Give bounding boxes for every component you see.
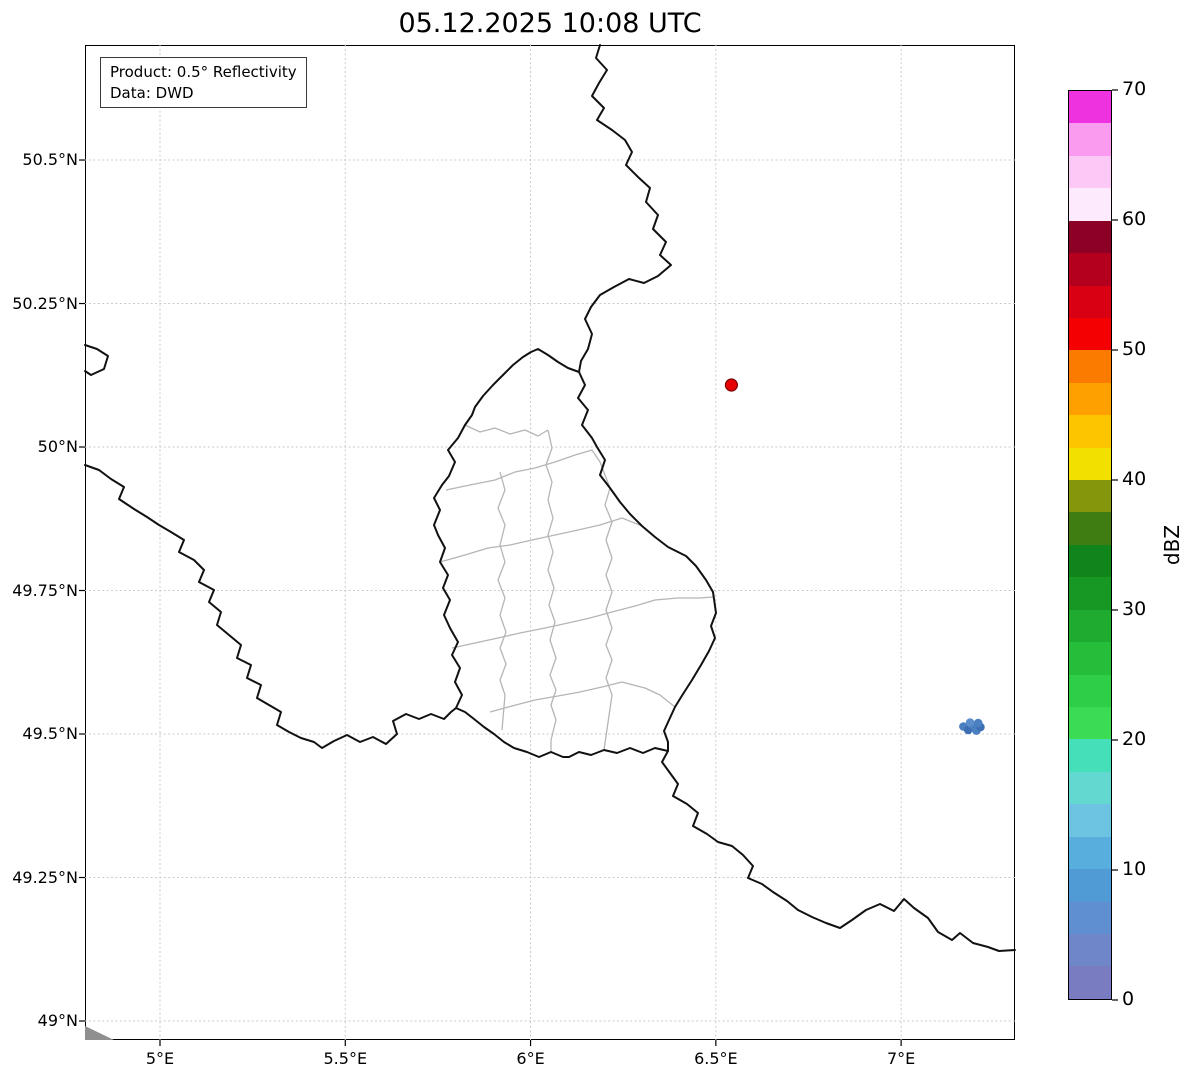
colorbar-tick-label: 40 bbox=[1122, 468, 1147, 490]
x-tick-label: 5°E bbox=[145, 1049, 175, 1068]
colorbar-segment bbox=[1069, 285, 1111, 318]
y-tick-label: 50.5°N bbox=[22, 150, 78, 170]
colorbar-segment bbox=[1069, 577, 1111, 610]
map-edge-patch bbox=[85, 1026, 114, 1040]
colorbar-segment bbox=[1069, 317, 1111, 351]
product-info-line1: Product: 0.5° Reflectivity bbox=[110, 63, 297, 81]
colorbar-segment bbox=[1069, 220, 1111, 254]
colorbar bbox=[1068, 90, 1112, 1000]
colorbar-segment bbox=[1069, 350, 1111, 383]
y-tick-label: 49.25°N bbox=[12, 867, 78, 887]
national-border bbox=[84, 464, 457, 749]
colorbar-segment bbox=[1069, 642, 1111, 675]
colorbar-segment bbox=[1069, 512, 1111, 545]
regional-border bbox=[439, 517, 643, 563]
y-tick-label: 49°N bbox=[37, 1011, 78, 1030]
y-tick-label: 50.25°N bbox=[12, 293, 78, 313]
colorbar-segment bbox=[1069, 155, 1111, 189]
radar-echo bbox=[973, 718, 983, 728]
colorbar-segment bbox=[1069, 674, 1111, 708]
colorbar-segment bbox=[1069, 91, 1111, 124]
y-tick-label: 50°N bbox=[37, 437, 78, 457]
colorbar-segment bbox=[1069, 415, 1111, 448]
plot-title: 05.12.2025 10:08 UTC bbox=[398, 8, 702, 39]
national-border bbox=[84, 344, 109, 376]
colorbar-segment bbox=[1069, 447, 1111, 481]
colorbar-segment bbox=[1069, 382, 1111, 416]
product-info-box: Product: 0.5° Reflectivity Data: DWD bbox=[100, 57, 307, 109]
colorbar-segment bbox=[1069, 966, 1111, 999]
colorbar-tick-label: 30 bbox=[1122, 598, 1147, 620]
colorbar-tick-label: 20 bbox=[1122, 728, 1147, 750]
regional-border bbox=[451, 596, 714, 649]
y-tick-label: 49.75°N bbox=[12, 580, 78, 600]
x-tick-label: 5.5°E bbox=[323, 1049, 368, 1068]
radar-echo bbox=[965, 718, 975, 727]
colorbar-tick-label: 70 bbox=[1122, 78, 1147, 100]
national-border bbox=[433, 348, 717, 758]
regional-border bbox=[603, 487, 613, 751]
colorbar-segment bbox=[1069, 123, 1111, 156]
regional-border bbox=[545, 429, 557, 752]
regional-border bbox=[464, 424, 549, 437]
colorbar-segment bbox=[1069, 901, 1111, 934]
regional-border bbox=[497, 471, 507, 731]
colorbar-segment bbox=[1069, 869, 1111, 902]
colorbar-segment bbox=[1069, 253, 1111, 286]
product-info-line2: Data: DWD bbox=[110, 83, 194, 102]
colorbar-segment bbox=[1069, 188, 1111, 221]
x-tick-label: 6°E bbox=[516, 1049, 545, 1068]
y-tick-label: 49.5°N bbox=[22, 724, 78, 743]
colorbar-segment bbox=[1069, 836, 1111, 870]
national-border bbox=[578, 44, 672, 373]
colorbar-tick-label: 0 bbox=[1122, 988, 1135, 1010]
radar-site-marker bbox=[724, 378, 739, 392]
x-tick-label: 7°E bbox=[886, 1049, 916, 1068]
colorbar-segment bbox=[1069, 804, 1111, 837]
colorbar-axis-label: dBZ bbox=[1160, 524, 1184, 566]
regional-border bbox=[445, 449, 611, 491]
colorbar-segment bbox=[1069, 609, 1111, 643]
colorbar-segment bbox=[1069, 544, 1111, 578]
colorbar-segment bbox=[1069, 480, 1111, 513]
colorbar-segment bbox=[1069, 707, 1111, 740]
regional-border bbox=[489, 681, 676, 713]
colorbar-segment bbox=[1069, 739, 1111, 772]
colorbar-tick-label: 60 bbox=[1122, 208, 1147, 230]
x-tick-label: 6.5°E bbox=[694, 1049, 738, 1068]
colorbar-tick-label: 50 bbox=[1122, 338, 1147, 360]
national-border bbox=[661, 750, 1016, 952]
colorbar-segment bbox=[1069, 771, 1111, 805]
colorbar-tick-label: 10 bbox=[1122, 858, 1147, 880]
colorbar-segment bbox=[1069, 933, 1111, 967]
